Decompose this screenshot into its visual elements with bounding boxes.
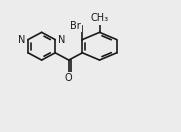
Text: Br: Br: [70, 21, 81, 31]
Text: O: O: [65, 73, 73, 83]
Text: CH₃: CH₃: [90, 13, 109, 23]
Text: N: N: [58, 35, 65, 45]
Text: N: N: [18, 35, 25, 45]
